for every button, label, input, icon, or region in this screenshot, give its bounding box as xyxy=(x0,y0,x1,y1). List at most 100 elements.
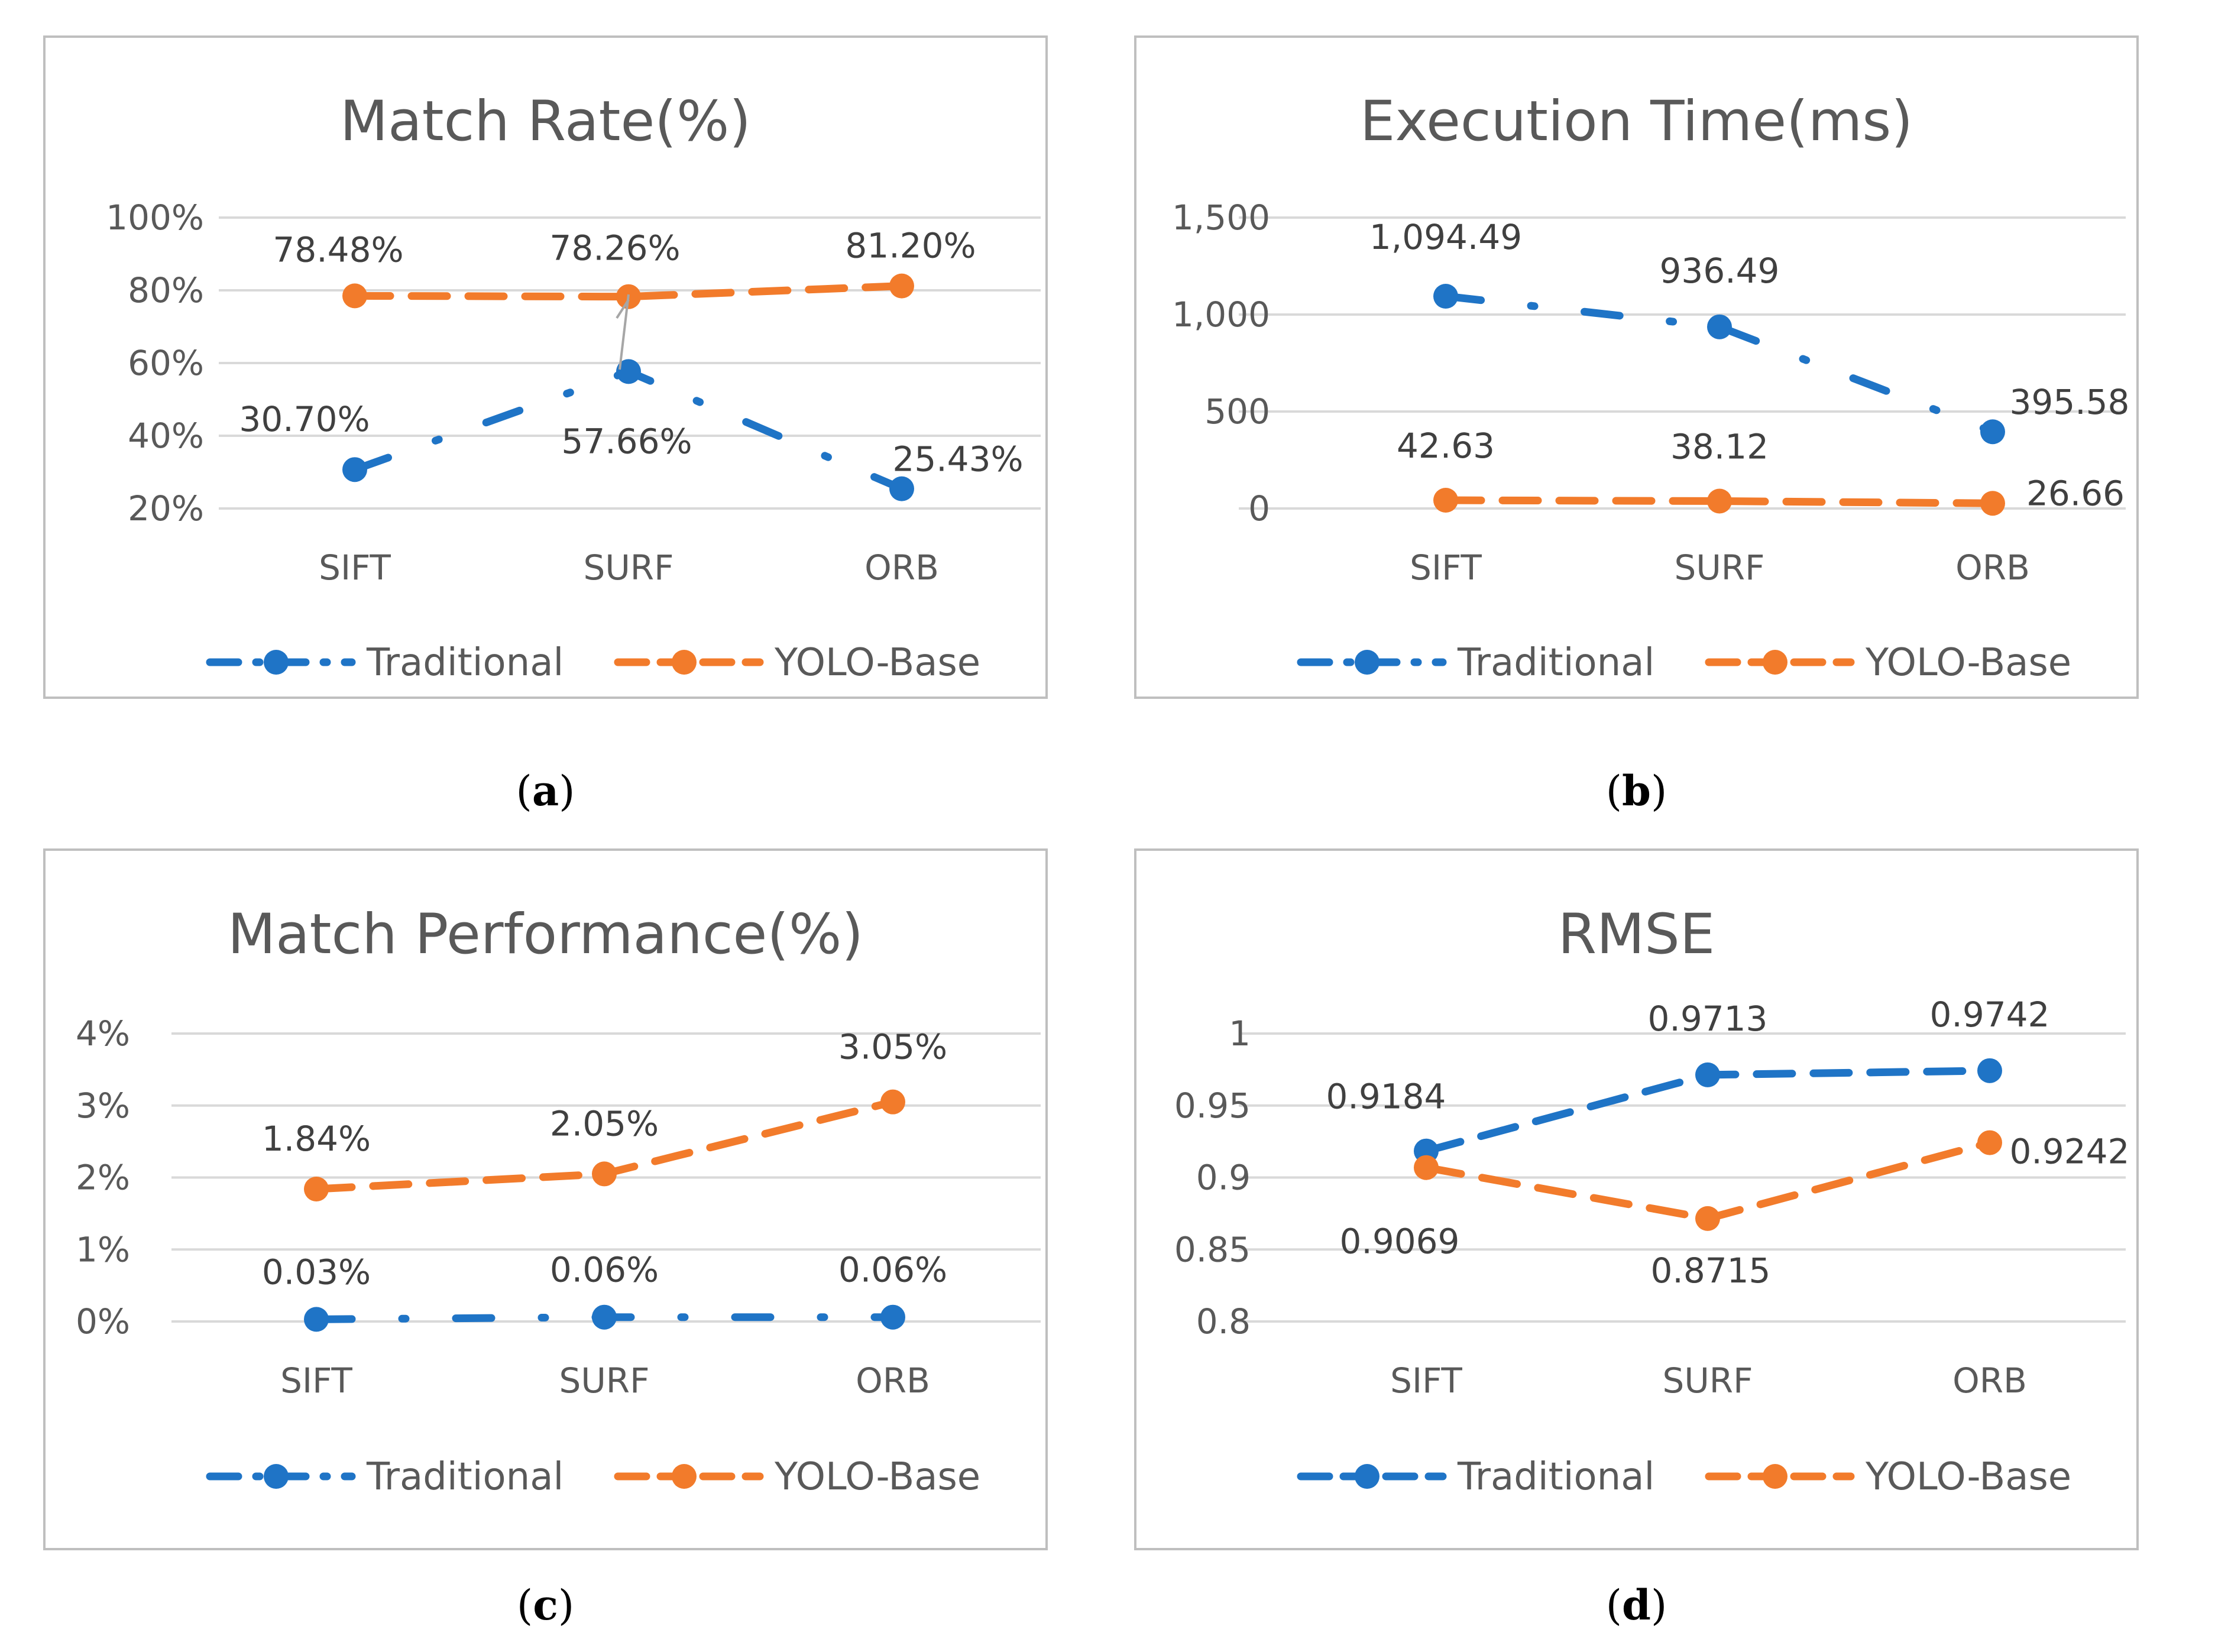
data-label: 57.66% xyxy=(561,421,692,461)
y-tick-label: 40% xyxy=(128,416,204,456)
x-tick-label: ORB xyxy=(1955,548,2030,588)
data-label: 1,094.49 xyxy=(1369,217,1522,257)
panel-caption: (c) xyxy=(517,1580,574,1630)
legend-marker-traditional xyxy=(1355,1464,1379,1489)
legend-marker-traditional xyxy=(1355,650,1379,675)
data-label: 81.20% xyxy=(845,226,976,266)
data-point-traditional xyxy=(1977,1058,2002,1083)
data-label: 30.70% xyxy=(239,399,370,439)
legend-label-traditional: Traditional xyxy=(1457,641,1654,685)
series-line-yolo-base xyxy=(1442,496,1997,507)
y-tick-label: 0 xyxy=(1248,488,1270,529)
y-tick-label: 500 xyxy=(1204,391,1270,432)
y-tick-label: 1% xyxy=(76,1229,130,1269)
chart-match-performance-: Match Performance(%) 0% 1% 2% 3% 4% SIFT SURF OR… xyxy=(43,848,1048,1630)
data-label: 25.43% xyxy=(892,439,1023,480)
chart-title: Execution Time(ms) xyxy=(1360,89,1913,154)
data-label: 0.9713 xyxy=(1648,999,1768,1039)
data-point-traditional xyxy=(342,457,367,482)
data-point-yolo-base xyxy=(592,1161,617,1187)
data-point-traditional xyxy=(592,1304,617,1330)
data-label: 0.8715 xyxy=(1651,1251,1771,1291)
legend-marker-traditional xyxy=(264,1464,289,1489)
data-label: 0.03% xyxy=(262,1252,371,1292)
y-tick-label: 0.9 xyxy=(1196,1158,1251,1198)
data-label: 0.9242 xyxy=(2010,1132,2130,1172)
data-point-yolo-base xyxy=(1980,491,2005,516)
legend: Traditional YOLO-Base xyxy=(1297,641,2071,685)
data-point-yolo-base xyxy=(1414,1155,1439,1180)
series-line-yolo-base xyxy=(351,282,906,301)
data-point-yolo-base xyxy=(304,1176,329,1201)
data-point-traditional xyxy=(889,476,914,501)
chart-title: Match Rate(%) xyxy=(340,89,751,154)
data-point-traditional xyxy=(304,1307,329,1332)
data-label: 0.06% xyxy=(838,1250,947,1290)
y-tick-label: 2% xyxy=(76,1158,130,1198)
y-tick-label: 0.8 xyxy=(1196,1301,1251,1342)
chart-title: RMSE xyxy=(1558,902,1715,967)
chart-frame xyxy=(43,848,1048,1550)
legend-label-yolo-base: YOLO-Base xyxy=(1865,641,2071,685)
x-tick-label: ORB xyxy=(856,1361,930,1401)
y-tick-label: 3% xyxy=(76,1086,130,1126)
legend-label-yolo-base: YOLO-Base xyxy=(774,641,980,685)
legend: Traditional YOLO-Base xyxy=(1297,1455,2071,1499)
y-tick-label: 0.95 xyxy=(1174,1086,1251,1126)
data-label: 3.05% xyxy=(838,1027,947,1067)
y-tick-label: 80% xyxy=(128,270,204,310)
chart-title: Match Performance(%) xyxy=(228,902,863,967)
x-tick-label: SURF xyxy=(1663,1361,1753,1401)
y-tick-label: 1,500 xyxy=(1172,197,1270,238)
panel-caption: (d) xyxy=(1606,1580,1667,1630)
legend-marker-yolo-base xyxy=(1763,650,1787,675)
legend-label-traditional: Traditional xyxy=(366,641,564,685)
data-point-traditional xyxy=(1980,419,2005,445)
data-point-traditional xyxy=(1695,1062,1720,1087)
data-label: 395.58 xyxy=(2010,382,2130,422)
legend-label-yolo-base: YOLO-Base xyxy=(1865,1455,2071,1499)
legend: Traditional YOLO-Base xyxy=(206,1455,980,1499)
data-point-yolo-base xyxy=(880,1089,905,1115)
data-point-yolo-base xyxy=(1695,1206,1720,1231)
y-tick-label: 20% xyxy=(128,488,204,529)
data-label: 2.05% xyxy=(550,1103,659,1144)
chart-frame xyxy=(43,35,1048,699)
x-tick-label: SURF xyxy=(559,1361,650,1401)
data-point-yolo-base xyxy=(1433,488,1458,513)
data-point-yolo-base xyxy=(342,283,367,309)
legend-marker-yolo-base xyxy=(672,1464,697,1489)
panel-caption: (a) xyxy=(516,766,575,815)
x-tick-label: SIFT xyxy=(280,1361,352,1401)
panel-caption: (b) xyxy=(1606,766,1667,815)
y-tick-label: 0.85 xyxy=(1174,1229,1251,1269)
chart-execution-time-ms-: Execution Time(ms) 0 500 1,000 1,500 SIFT SURF… xyxy=(1134,35,2139,815)
chart-rmse: RMSE 0.8 0.85 0.9 0.95 1 SIFT SURF ORB 0.9184 0.97… xyxy=(1134,848,2139,1630)
data-label: 0.06% xyxy=(550,1250,659,1290)
data-point-traditional xyxy=(880,1304,905,1330)
y-tick-label: 0% xyxy=(76,1301,130,1342)
data-label: 42.63 xyxy=(1397,426,1495,466)
data-point-traditional xyxy=(1707,314,1732,339)
leader-line xyxy=(618,294,630,370)
data-point-traditional xyxy=(616,359,641,384)
x-tick-label: SIFT xyxy=(1390,1361,1462,1401)
data-label: 936.49 xyxy=(1660,251,1780,291)
data-point-yolo-base xyxy=(1707,488,1732,514)
data-point-yolo-base xyxy=(889,273,914,299)
y-tick-label: 100% xyxy=(106,197,204,238)
x-tick-label: SURF xyxy=(584,548,674,588)
data-label: 0.9742 xyxy=(1930,995,2050,1035)
y-tick-label: 1,000 xyxy=(1172,294,1270,335)
data-label: 78.26% xyxy=(549,228,680,268)
data-label: 26.66 xyxy=(2026,473,2125,513)
chart-match-rate-: Match Rate(%) 20% 40% 60% 80% 100% SIFT SURF ORB… xyxy=(43,35,1048,815)
x-tick-label: SURF xyxy=(1675,548,1765,588)
y-tick-label: 4% xyxy=(76,1013,130,1054)
legend-label-traditional: Traditional xyxy=(1457,1455,1654,1499)
data-point-traditional xyxy=(1433,284,1458,309)
legend-marker-yolo-base xyxy=(672,650,697,675)
data-label: 0.9184 xyxy=(1326,1077,1446,1117)
chart-frame xyxy=(1134,848,2139,1550)
